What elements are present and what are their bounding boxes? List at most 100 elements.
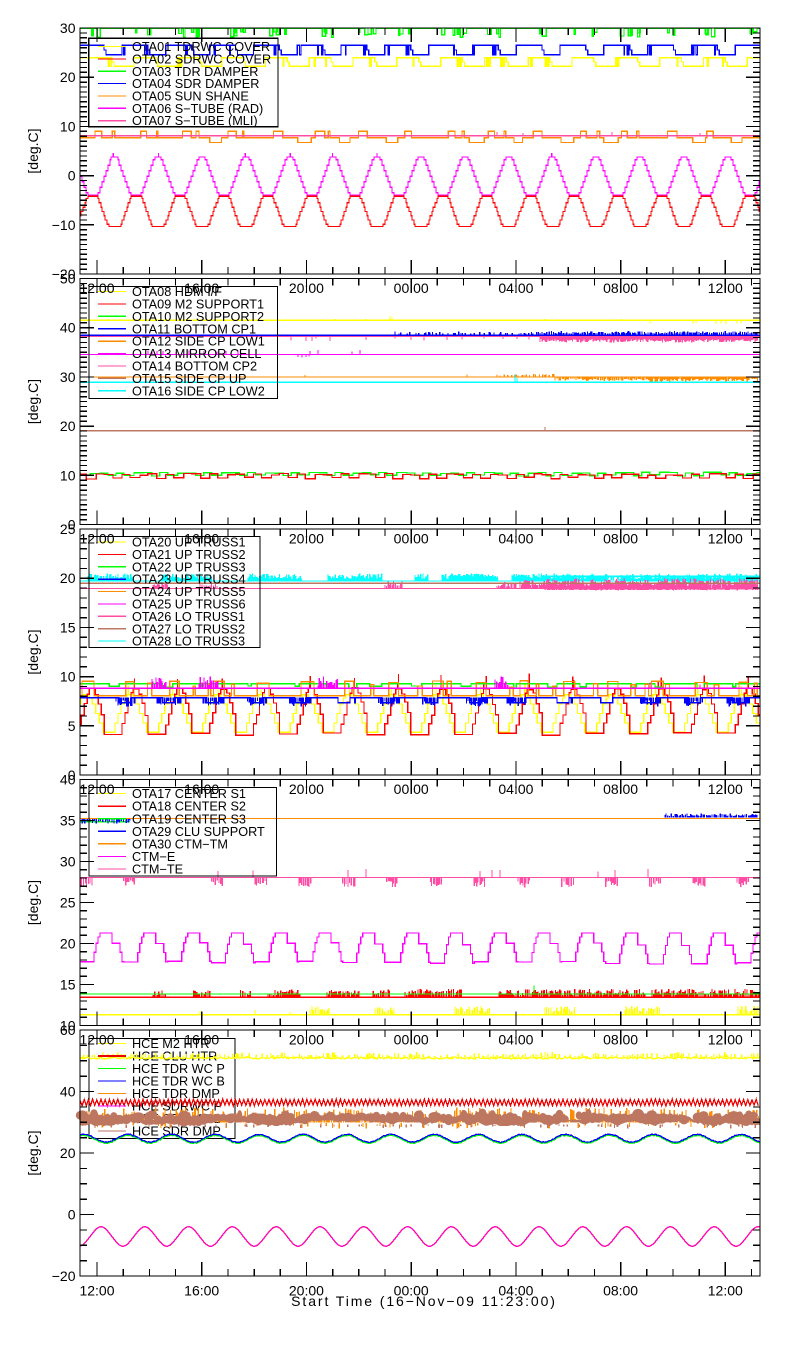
svg-text:CTM−TE: CTM−TE xyxy=(132,863,183,877)
svg-text:00:00: 00:00 xyxy=(394,1032,429,1048)
svg-text:35: 35 xyxy=(60,813,76,829)
svg-text:12:00: 12:00 xyxy=(79,280,114,296)
svg-text:12:00: 12:00 xyxy=(79,531,114,547)
svg-text:12:00: 12:00 xyxy=(708,1283,743,1299)
svg-text:40: 40 xyxy=(60,320,76,336)
svg-text:OTA19 CENTER S3: OTA19 CENTER S3 xyxy=(132,812,246,826)
svg-text:16:00: 16:00 xyxy=(184,531,219,547)
svg-text:−10: −10 xyxy=(52,217,76,233)
svg-text:OTA26 LO TRUSS1: OTA26 LO TRUSS1 xyxy=(132,610,245,624)
svg-text:00:00: 00:00 xyxy=(394,781,429,797)
svg-text:04:00: 04:00 xyxy=(498,280,533,296)
svg-text:30: 30 xyxy=(60,369,76,385)
svg-text:OTA14 BOTTOM CP2: OTA14 BOTTOM CP2 xyxy=(132,360,257,374)
svg-text:16:00: 16:00 xyxy=(184,781,219,797)
svg-text:00:00: 00:00 xyxy=(394,280,429,296)
svg-text:25: 25 xyxy=(60,895,76,911)
svg-text:OTA11 BOTTOM CP1: OTA11 BOTTOM CP1 xyxy=(132,322,256,336)
svg-text:OTA12 SIDE CP LOW1: OTA12 SIDE CP LOW1 xyxy=(132,335,265,349)
svg-text:HCE TDR WC B: HCE TDR WC B xyxy=(132,1075,225,1089)
svg-text:OTA02 SDRWC COVER: OTA02 SDRWC COVER xyxy=(132,53,271,67)
svg-text:20: 20 xyxy=(60,1145,76,1161)
svg-text:5: 5 xyxy=(68,718,76,734)
svg-text:HCE M2 HTR: HCE M2 HTR xyxy=(132,1037,210,1051)
svg-text:OTA03 TDR DAMPER: OTA03 TDR DAMPER xyxy=(132,65,258,79)
svg-text:OTA25 UP TRUSS6: OTA25 UP TRUSS6 xyxy=(132,598,246,612)
svg-text:OTA27 LO TRUSS2: OTA27 LO TRUSS2 xyxy=(132,622,245,636)
svg-text:0: 0 xyxy=(68,168,76,184)
svg-text:10: 10 xyxy=(60,1018,76,1034)
svg-text:15: 15 xyxy=(60,619,76,635)
svg-text:[deg.C]: [deg.C] xyxy=(25,128,41,173)
svg-text:20: 20 xyxy=(60,570,76,586)
svg-text:OTA24 UP TRUSS5: OTA24 UP TRUSS5 xyxy=(132,585,246,599)
svg-text:08:00: 08:00 xyxy=(603,781,638,797)
svg-text:08:00: 08:00 xyxy=(603,1032,638,1048)
svg-text:16:00: 16:00 xyxy=(184,1283,219,1299)
svg-text:0: 0 xyxy=(68,517,76,533)
svg-text:−20: −20 xyxy=(52,1268,76,1284)
svg-text:10: 10 xyxy=(60,669,76,685)
svg-text:30: 30 xyxy=(60,20,76,36)
svg-text:08:00: 08:00 xyxy=(603,531,638,547)
svg-text:20:00: 20:00 xyxy=(289,280,324,296)
svg-text:OTA29 CLU SUPPORT: OTA29 CLU SUPPORT xyxy=(132,825,265,839)
svg-text:0: 0 xyxy=(68,767,76,783)
svg-text:30: 30 xyxy=(60,854,76,870)
svg-text:OTA06 S−TUBE (RAD): OTA06 S−TUBE (RAD) xyxy=(132,102,263,116)
svg-text:20:00: 20:00 xyxy=(289,531,324,547)
svg-text:OTA21 UP TRUSS2: OTA21 UP TRUSS2 xyxy=(132,548,246,562)
svg-text:−20: −20 xyxy=(52,266,76,282)
svg-text:HCE TDR DMP: HCE TDR DMP xyxy=(132,1087,220,1101)
svg-text:12:00: 12:00 xyxy=(708,1032,743,1048)
svg-text:04:00: 04:00 xyxy=(498,531,533,547)
svg-text:20:00: 20:00 xyxy=(289,781,324,797)
svg-text:04:00: 04:00 xyxy=(498,1032,533,1048)
svg-text:[deg.C]: [deg.C] xyxy=(25,379,41,424)
svg-text:20:00: 20:00 xyxy=(289,1283,324,1299)
svg-text:20: 20 xyxy=(60,69,76,85)
svg-text:60: 60 xyxy=(60,1022,76,1038)
svg-text:HCE TDR WC P: HCE TDR WC P xyxy=(132,1062,225,1076)
svg-text:CTM−E: CTM−E xyxy=(132,850,175,864)
svg-text:20: 20 xyxy=(60,936,76,952)
svg-text:[deg.C]: [deg.C] xyxy=(25,880,41,925)
svg-text:16:00: 16:00 xyxy=(184,280,219,296)
svg-text:12:00: 12:00 xyxy=(708,531,743,547)
svg-text:Start Time (16−Nov−09 11:23:00: Start Time (16−Nov−09 11:23:00) xyxy=(291,1293,557,1309)
svg-text:00:00: 00:00 xyxy=(394,1283,429,1299)
svg-text:20: 20 xyxy=(60,418,76,434)
svg-text:HCE SDR DMP: HCE SDR DMP xyxy=(132,1125,221,1139)
svg-text:08:00: 08:00 xyxy=(603,280,638,296)
svg-text:OTA01 TDRWC COVER: OTA01 TDRWC COVER xyxy=(132,40,270,54)
svg-text:12:00: 12:00 xyxy=(79,1032,114,1048)
svg-text:12:00: 12:00 xyxy=(79,781,114,797)
svg-text:OTA10 M2 SUPPORT2: OTA10 M2 SUPPORT2 xyxy=(132,310,264,324)
svg-text:OTA18 CENTER S2: OTA18 CENTER S2 xyxy=(132,800,246,814)
svg-text:OTA16 SIDE CP LOW2: OTA16 SIDE CP LOW2 xyxy=(132,384,265,398)
svg-text:OTA28 LO TRUSS3: OTA28 LO TRUSS3 xyxy=(132,635,245,649)
svg-text:16:00: 16:00 xyxy=(184,1032,219,1048)
svg-text:12:00: 12:00 xyxy=(79,1283,114,1299)
svg-text:OTA05 SUN SHANE: OTA05 SUN SHANE xyxy=(132,90,249,104)
svg-text:OTA08 HDM I/F: OTA08 HDM I/F xyxy=(132,285,222,299)
svg-text:20:00: 20:00 xyxy=(289,1032,324,1048)
svg-text:08:00: 08:00 xyxy=(603,1283,638,1299)
svg-text:10: 10 xyxy=(60,467,76,483)
svg-text:40: 40 xyxy=(60,772,76,788)
svg-text:OTA22 UP TRUSS3: OTA22 UP TRUSS3 xyxy=(132,560,246,574)
svg-text:04:00: 04:00 xyxy=(498,1283,533,1299)
svg-text:40: 40 xyxy=(60,1084,76,1100)
svg-text:HCE CLU HTR: HCE CLU HTR xyxy=(132,1050,217,1064)
svg-text:15: 15 xyxy=(60,977,76,993)
svg-text:12:00: 12:00 xyxy=(708,280,743,296)
svg-text:OTA17 CENTER S1: OTA17 CENTER S1 xyxy=(132,787,246,801)
svg-text:[deg.C]: [deg.C] xyxy=(25,1130,41,1175)
svg-text:04:00: 04:00 xyxy=(498,781,533,797)
svg-text:[deg.C]: [deg.C] xyxy=(25,629,41,674)
svg-text:OTA30 CTM−TM: OTA30 CTM−TM xyxy=(132,837,228,851)
svg-text:OTA20 UP TRUSS1: OTA20 UP TRUSS1 xyxy=(132,536,246,550)
svg-text:10: 10 xyxy=(60,118,76,134)
svg-text:12:00: 12:00 xyxy=(708,781,743,797)
svg-text:00:00: 00:00 xyxy=(394,531,429,547)
